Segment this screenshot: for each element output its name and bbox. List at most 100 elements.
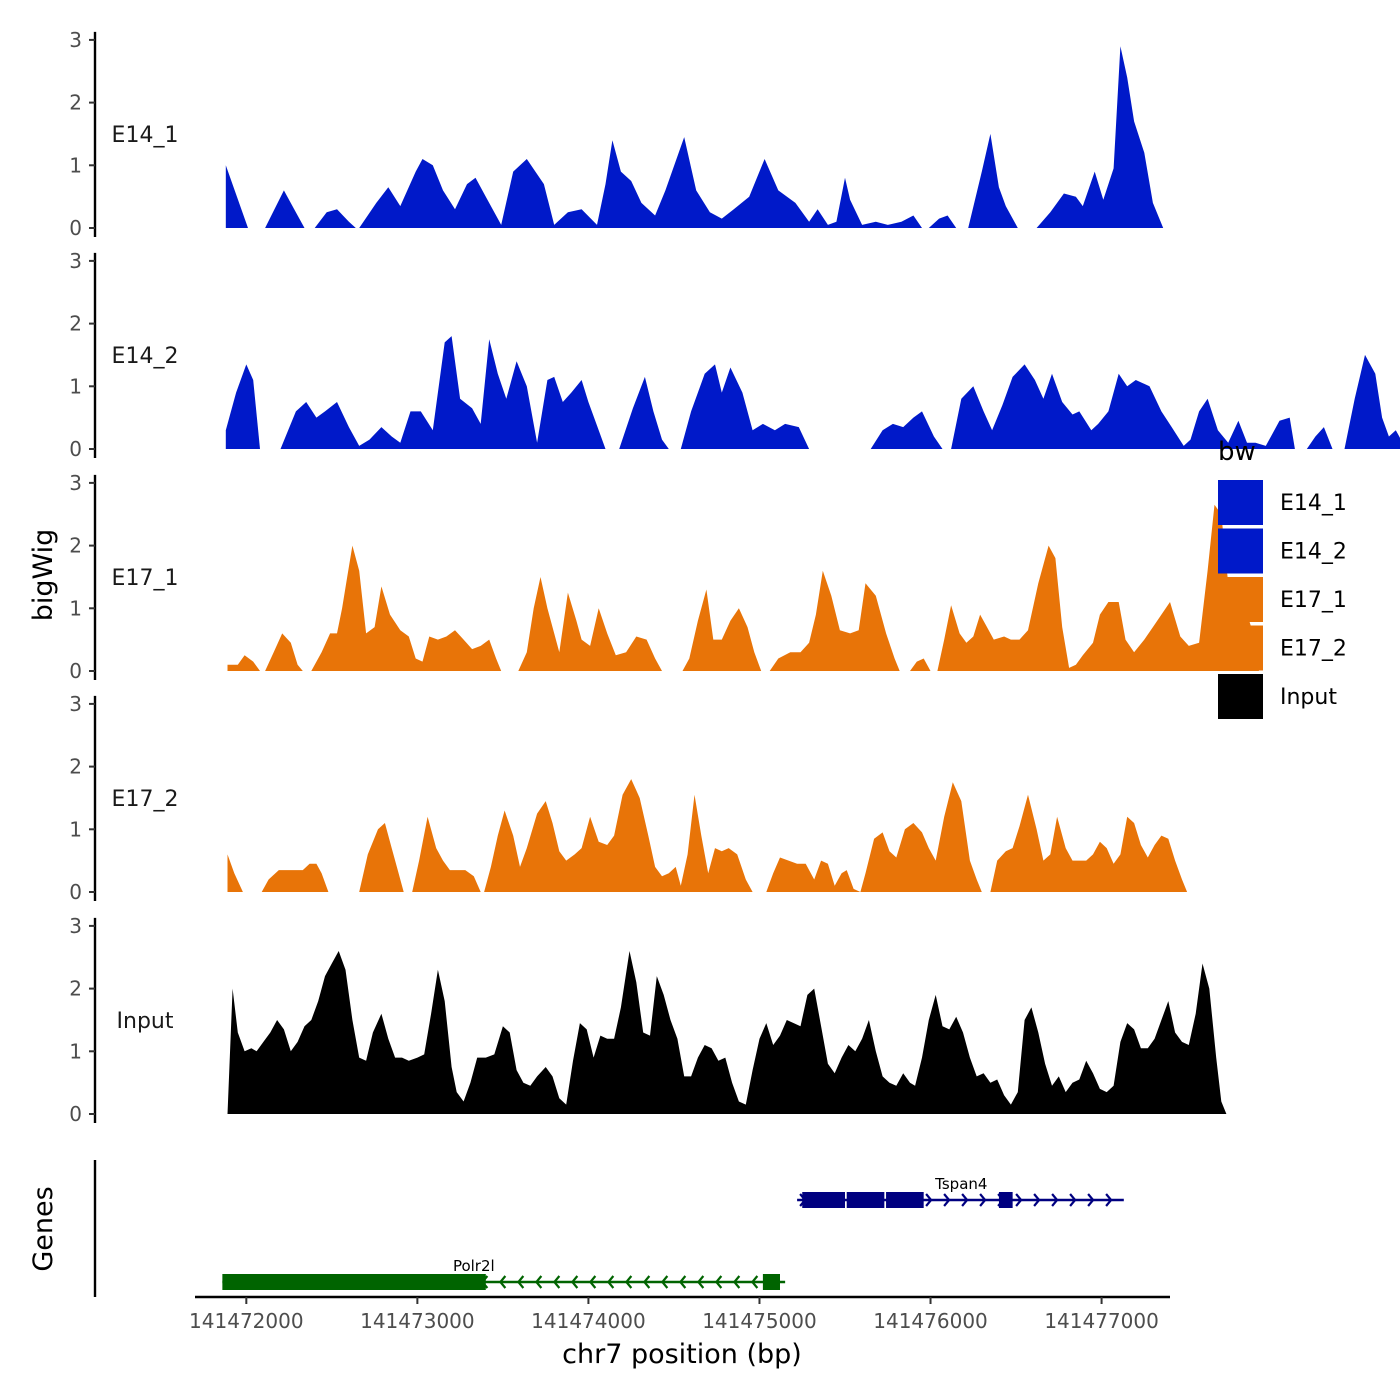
track-label-input: Input [117,1009,174,1034]
strand-arrow [750,1275,759,1289]
coverage-area-e17-2-4 [484,779,753,892]
track-e14-2: 0 1 2 3 E14_2 [69,249,1400,461]
y-tick-label: 2 [69,312,82,336]
gene-tspan4: Tspan4 [797,1175,1124,1208]
y-tick-label: 1 [69,374,82,398]
exon-tspan4-2 [886,1192,924,1208]
coverage-area-e17-2-2 [359,823,404,892]
coverage-area-e14-2-3 [680,364,810,449]
x-tick-label: 141474000 [531,1309,646,1333]
coverage-area-e17-1-3 [518,577,662,671]
y-tick-label: 3 [69,28,82,52]
track-label-e17-2: E17_2 [112,787,179,812]
y-tick-label: 0 [69,216,82,240]
x-tick-label: 141476000 [873,1309,988,1333]
coverage-area-e14-2-0 [225,364,260,449]
strand-arrow [1069,1193,1077,1207]
legend: bw E14_1 E14_2 E17_1 E17_2 Input [1218,437,1347,719]
legend-label-e17-2: E17_2 [1280,637,1347,662]
x-tick-label: 141472000 [189,1309,304,1333]
y-tick-label: 1 [69,153,82,177]
coverage-area-e14-1-1 [265,190,305,228]
y-tick-label: 3 [69,471,82,495]
coverage-area-e17-1-6 [910,658,931,671]
strand-arrow [498,1275,507,1289]
legend-label-e14-2: E14_2 [1280,540,1347,565]
coverage-area-e14-2-6 [1306,427,1333,449]
coverage-area-e14-1-3 [359,137,922,228]
coverage-area-e17-1-4 [682,589,762,671]
exon-polr2l-1 [762,1274,780,1290]
coverage-area-e14-1-2 [314,209,356,228]
strand-arrow [660,1275,669,1289]
y-tick-label: 2 [69,977,82,1001]
coverage-area-e17-1-1 [265,633,303,671]
strand-arrow [925,1193,933,1207]
coverage-area-e14-2-5 [951,364,1295,449]
strand-arrow [624,1275,633,1289]
legend-swatch-e17-1 [1218,577,1263,622]
coverage-area-input-0 [227,951,1227,1114]
genes-axis-title: Genes [28,1186,59,1271]
y-tick-label: 2 [69,91,82,115]
coverage-area-e17-2-3 [412,816,481,892]
y-tick-label: 3 [69,914,82,938]
y-tick-label: 3 [69,692,82,716]
strand-arrow [642,1275,651,1289]
legend-label-e14-1: E14_1 [1280,491,1347,516]
strand-arrow [1105,1193,1113,1207]
coverage-area-e17-2-6 [990,794,1188,892]
x-axis: 141472000 141473000 141474000 141475000 1414… [189,1295,1170,1333]
legend-label-e17-1: E17_1 [1280,588,1347,613]
y-tick-label: 0 [69,437,82,461]
gene-polr2l: Polr2l [222,1257,786,1290]
y-tick-label: 1 [69,596,82,620]
track-label-e14-2: E14_2 [112,344,179,369]
coverage-tracks: 0 1 2 3 E14_1 0 1 2 3 E14_2 0 1 2 3 E17_1 0 1 2 3 E17_2 0 1 2 3… [69,28,1400,1126]
coverage-area-e14-1-6 [1036,46,1164,229]
coverage-area-e17-1-0 [227,655,260,671]
legend-swatch-input [1218,674,1263,719]
y-tick-label: 0 [69,1102,82,1126]
coverage-area-e14-2-7 [1344,354,1400,449]
strand-arrow [714,1275,723,1289]
legend-swatch-e14-1 [1218,480,1263,525]
track-e17-2: 0 1 2 3 E17_2 [69,692,1188,904]
coverage-area-e14-2-2 [619,376,669,449]
coverage-area-e17-2-5 [766,782,982,892]
x-tick-label: 141477000 [1044,1309,1159,1333]
coverage-area-e14-1-0 [225,165,248,228]
strand-arrow [588,1275,597,1289]
x-axis-title: chr7 position (bp) [562,1339,802,1370]
strand-arrow [1033,1193,1041,1207]
strand-arrow [516,1275,525,1289]
coverage-area-e17-2-1 [261,863,329,892]
strand-arrow [961,1193,969,1207]
strand-arrow [1051,1193,1059,1207]
y-axis-title: bigWig [28,529,59,622]
y-tick-label: 2 [69,755,82,779]
strand-arrow [943,1193,951,1207]
gene-label-tspan4: Tspan4 [934,1175,987,1193]
legend-swatch-e17-2 [1218,625,1263,671]
coverage-area-e17-1-5 [769,570,900,671]
exon-tspan4-0 [802,1192,845,1208]
exon-tspan4-1 [846,1192,885,1208]
track-input: 0 1 2 3 Input [69,914,1227,1126]
y-tick-label: 2 [69,534,82,558]
strand-arrow [606,1275,615,1289]
track-label-e14-1: E14_1 [112,123,179,148]
strand-arrow [570,1275,579,1289]
strand-arrow [732,1275,741,1289]
legend-label-input: Input [1280,685,1337,710]
legend-title: bw [1218,437,1256,467]
gene-label-polr2l: Polr2l [453,1257,495,1275]
y-tick-label: 0 [69,659,82,683]
coverage-area-e17-2-0 [227,854,243,892]
legend-swatch-e14-2 [1218,528,1263,574]
coverage-area-e14-1-4 [928,215,957,228]
gene-track: Polr2l Tspan4 [93,1160,1124,1297]
coverage-area-e14-1-5 [968,133,1018,228]
